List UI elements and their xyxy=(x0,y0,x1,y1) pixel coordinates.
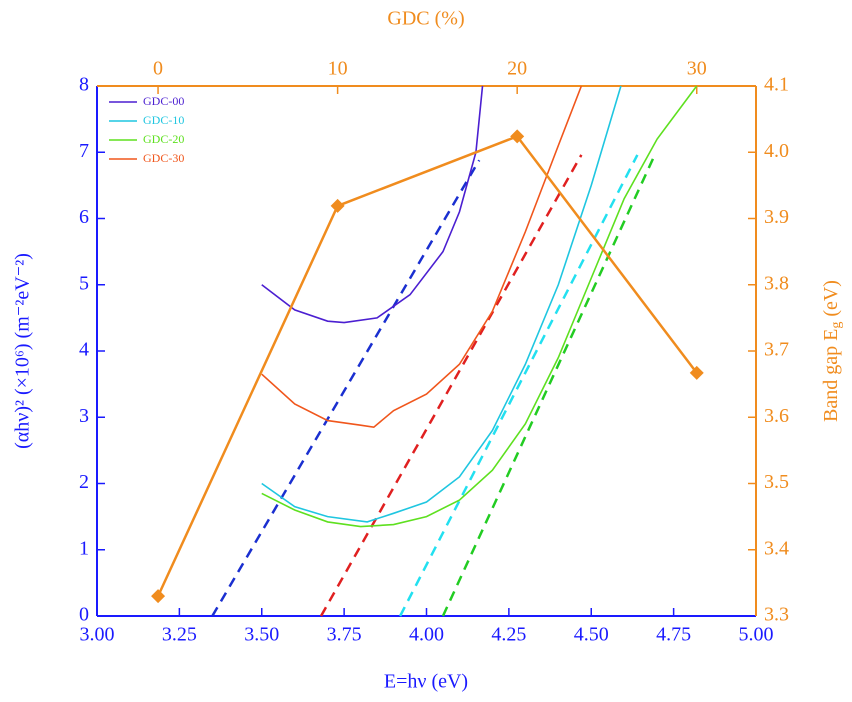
y-tick-label: 6 xyxy=(79,206,89,228)
x-tick-label: 3.25 xyxy=(162,624,197,646)
y2-tick-label: 3.4 xyxy=(764,537,789,559)
y2-tick-label: 3.6 xyxy=(764,405,789,427)
band-gap-marker xyxy=(510,129,525,144)
y-tick-label: 4 xyxy=(79,339,89,361)
x2-axis-label: GDC (%) xyxy=(387,8,464,30)
x2-tick-label: 30 xyxy=(687,58,707,80)
fit-line xyxy=(441,156,655,617)
legend-label: GDC-30 xyxy=(143,151,184,165)
band-gap-line xyxy=(156,134,698,597)
x-tick-label: 5.00 xyxy=(739,624,774,646)
fit-line xyxy=(319,154,583,617)
y2-tick-label: 3.7 xyxy=(764,339,789,361)
y-tick-label: 5 xyxy=(79,272,89,294)
x-tick-label: 4.25 xyxy=(491,624,526,646)
y-tick-label: 1 xyxy=(79,537,89,559)
x-tick-label: 3.75 xyxy=(327,624,362,646)
y2-axis-label: Band gap Eg (eV) xyxy=(820,280,845,422)
data-line xyxy=(261,85,622,523)
legend-label: GDC-20 xyxy=(143,132,184,146)
band-gap-marker xyxy=(151,589,166,604)
y-tick-label: 2 xyxy=(79,471,89,493)
legend-label: GDC-10 xyxy=(143,113,184,127)
y-tick-label: 8 xyxy=(79,74,89,96)
y2-tick-label: 3.9 xyxy=(764,206,789,228)
y2-label-part: Band gap E xyxy=(820,329,842,422)
x2-tick-label: 0 xyxy=(153,58,163,80)
x2-tick-label: 20 xyxy=(507,58,527,80)
y-tick-label: 3 xyxy=(79,405,89,427)
x-axis-label: E=hν (eV) xyxy=(384,671,468,693)
x-tick-label: 3.00 xyxy=(80,624,115,646)
y2-tick-label: 3.8 xyxy=(764,272,789,294)
band-gap-marker xyxy=(689,365,704,380)
y2-label-part: (eV) xyxy=(820,280,842,322)
data-line xyxy=(261,85,698,528)
fit-line xyxy=(399,154,639,617)
legend-label: GDC-00 xyxy=(143,94,184,108)
x-tick-label: 4.50 xyxy=(574,624,609,646)
y2-tick-label: 4.0 xyxy=(764,140,789,162)
x-tick-label: 4.00 xyxy=(409,624,444,646)
x2-tick-label: 10 xyxy=(328,58,348,80)
x-tick-label: 3.50 xyxy=(244,624,279,646)
y2-tick-label: 3.5 xyxy=(764,471,789,493)
y-tick-label: 0 xyxy=(79,604,89,626)
data-line xyxy=(261,85,484,324)
y-axis-label: (αhν)² (×10⁶) (m⁻²eV⁻²) xyxy=(12,253,34,449)
x-tick-label: 4.75 xyxy=(656,624,691,646)
data-line xyxy=(261,85,583,429)
y2-tick-label: 4.1 xyxy=(764,74,789,96)
y2-label-sub: g xyxy=(829,322,844,329)
band-gap-marker xyxy=(330,198,345,213)
y2-tick-label: 3.3 xyxy=(764,604,789,626)
y-tick-label: 7 xyxy=(79,140,89,162)
fit-line xyxy=(211,159,481,617)
